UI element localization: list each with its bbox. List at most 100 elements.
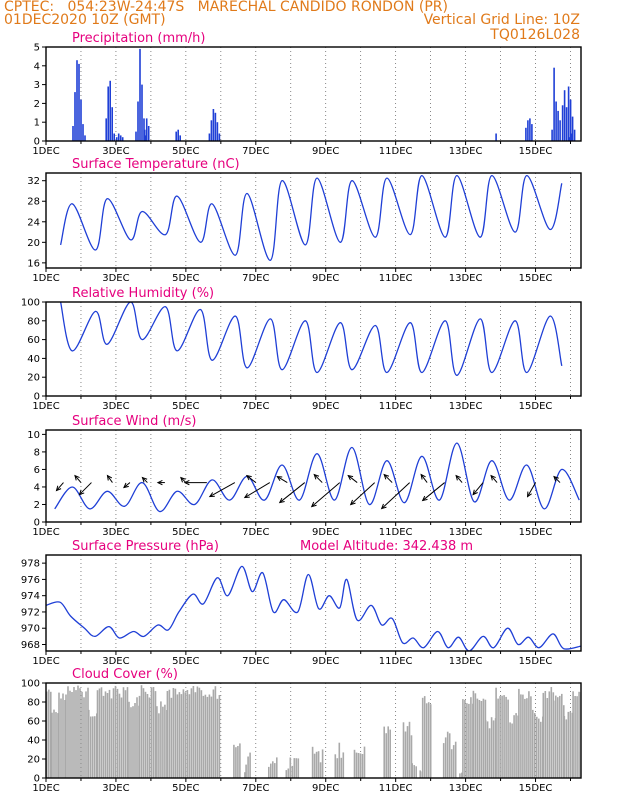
cloud-bar: [158, 713, 160, 778]
wind-arrow: [383, 474, 393, 483]
cloud-bar: [98, 688, 101, 778]
cloud-bar: [408, 721, 411, 778]
x-tick-label: 15DEC: [519, 783, 553, 794]
cloud-bar: [538, 718, 540, 778]
panel-4: 968 970 972 974 976 978 1DEC 3DEC 5DEC 7DEC 9DEC 11…: [21, 539, 582, 667]
cloud-bar: [136, 697, 138, 778]
cloud-bar: [387, 726, 389, 778]
x-tick-label: 9DEC: [312, 273, 339, 284]
cloud-bar: [218, 695, 221, 778]
y-tick-label: 1: [34, 118, 40, 129]
x-tick-label: 9DEC: [312, 146, 339, 157]
cloud-bar: [73, 687, 75, 778]
cloud-bar: [425, 703, 428, 778]
cloud-bar: [75, 690, 77, 778]
y-tick-label: 40: [27, 736, 40, 747]
y-tick-label: 974: [21, 591, 40, 602]
cloud-bar: [239, 743, 241, 778]
cloud-bar: [268, 766, 270, 778]
panel-frame: [45, 46, 582, 142]
wind-arrow-head: [278, 497, 285, 504]
precip-bar: [527, 120, 529, 141]
wind-arrow-head: [421, 495, 428, 502]
y-tick-label: 60: [27, 335, 40, 346]
cloud-bar: [482, 698, 485, 778]
y-tick-label: 24: [27, 217, 40, 228]
cloud-bar: [46, 691, 48, 778]
cloud-bar: [404, 731, 407, 778]
cloud-bar: [526, 698, 528, 778]
wind-arrow-head: [383, 473, 390, 480]
x-tick-label: 5DEC: [172, 401, 199, 412]
cloud-bar: [557, 697, 559, 778]
x-tick-label: 5DEC: [172, 146, 199, 157]
cloud-bar: [321, 749, 324, 778]
cloud-bar: [567, 711, 570, 778]
cloud-bar: [336, 758, 339, 778]
x-tick-label: 5DEC: [172, 656, 199, 667]
wind-arrow-head: [106, 474, 113, 481]
x-tick-label: 11DEC: [379, 527, 413, 538]
cloud-bar: [518, 688, 520, 778]
cloud-bar: [572, 691, 574, 778]
panel-2: 0 20 40 60 80 100 1DEC 3DEC 5DEC 7DEC 9DEC 11DEC 13D…: [21, 286, 582, 412]
panel-frame: [45, 554, 582, 652]
cloud-bar: [81, 691, 83, 778]
x-tick-label: 9DEC: [312, 527, 339, 538]
y-tick-label: 978: [21, 559, 40, 570]
wind-arrow: [455, 475, 463, 483]
cloud-bar: [470, 697, 472, 778]
cloud-bar: [548, 691, 551, 778]
cloud-bar: [574, 696, 576, 778]
wind-arrow-head: [55, 485, 62, 492]
x-tick-label: 9DEC: [312, 656, 339, 667]
cloud-bar: [342, 752, 345, 778]
cloud-bar: [120, 697, 123, 778]
cloud-bar: [245, 764, 247, 778]
cloud-bar: [524, 698, 526, 778]
wind-arrow: [107, 475, 113, 483]
cloud-bar: [413, 765, 415, 778]
cloud-bar: [513, 715, 515, 778]
wind-arrow: [246, 475, 257, 483]
cloud-bar: [96, 690, 99, 778]
precip-bar: [72, 126, 74, 141]
cloud-bar: [459, 773, 461, 778]
wind-arrow-head: [208, 492, 215, 498]
wind-arrow-head: [472, 489, 478, 496]
wind-arrow: [420, 474, 428, 483]
cloud-bar: [214, 686, 217, 778]
cloud-bar: [192, 686, 195, 778]
series-line: [46, 565, 581, 651]
y-tick-label: 20: [27, 373, 40, 384]
cloud-bar: [57, 713, 59, 778]
cloud-bar: [536, 716, 538, 778]
precip-bar: [107, 86, 109, 141]
x-tick-label: 13DEC: [449, 401, 483, 412]
header-station: CPTEC: 054:23W-24:47S MARECHAL CANDIDO R…: [4, 0, 449, 15]
header-date: 01DEC2020 10Z (GMT): [4, 12, 166, 28]
cloud-bar: [200, 690, 203, 778]
x-tick-label: 3DEC: [102, 527, 129, 538]
cloud-bar: [272, 761, 274, 778]
precip-bar: [113, 133, 115, 141]
y-tick-label: 20: [27, 755, 40, 766]
wind-arrow-head: [78, 489, 85, 496]
precip-bar: [216, 122, 219, 141]
precip-bar: [74, 92, 76, 141]
precip-bar: [531, 124, 533, 141]
cloud-bar: [180, 694, 183, 778]
cloud-bar: [212, 689, 215, 778]
panel-frame: [45, 682, 582, 779]
x-tick-label: 7DEC: [242, 656, 269, 667]
panel-3: 0 2 4 6 8 10 1DEC 3DEC 5DEC 7DEC 9DEC 11DEC 13DEC 15D…: [27, 414, 582, 538]
wind-arrow: [209, 482, 236, 498]
panel-title: Surface Wind (m/s): [72, 414, 196, 429]
cloud-bar: [178, 692, 181, 778]
wind-arrow-head: [347, 474, 354, 481]
cloud-bar: [247, 756, 249, 778]
plot-area: [46, 685, 581, 778]
precip-bar: [82, 124, 84, 141]
x-tick-label: 9DEC: [312, 401, 339, 412]
precip-bar: [78, 63, 80, 141]
